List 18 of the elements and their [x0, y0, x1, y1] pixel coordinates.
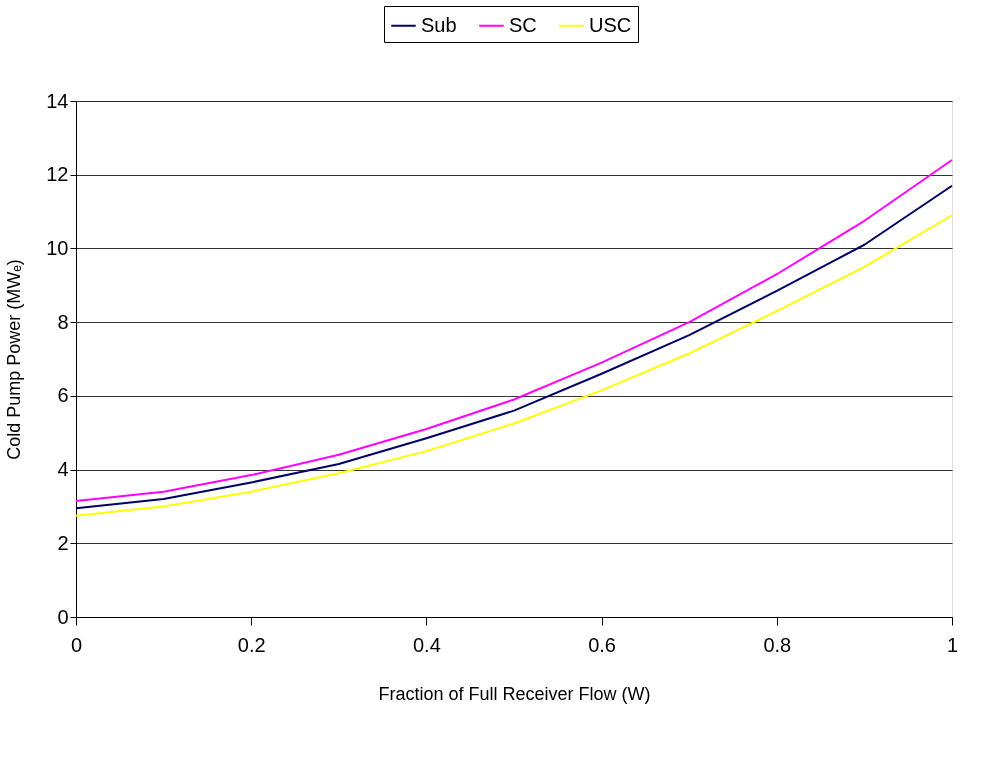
- y-tick-label: 8: [57, 310, 69, 333]
- y-tick-label: 2: [57, 531, 69, 554]
- x-tick-label: 0.8: [763, 633, 792, 656]
- y-tick-label: 14: [46, 89, 69, 112]
- x-tick-label: 0.4: [412, 633, 441, 656]
- y-tick-label: 0: [57, 605, 69, 628]
- y-axis-title: Cold Pump Power (MWₑ): [4, 259, 25, 460]
- y-tick-label: 10: [46, 236, 69, 259]
- legend-label: Sub: [421, 13, 457, 36]
- legend-label: USC: [589, 13, 632, 36]
- x-tick-label: 0.6: [588, 633, 617, 656]
- x-tick-label: 1: [946, 633, 959, 656]
- y-tick-label: 6: [57, 384, 69, 407]
- y-tick-label: 12: [46, 163, 69, 186]
- x-axis-title: Fraction of Full Receiver Flow (W): [378, 683, 651, 704]
- legend-label: SC: [509, 13, 537, 36]
- y-tick-label: 4: [57, 458, 69, 481]
- x-tick-label: 0.2: [237, 633, 266, 656]
